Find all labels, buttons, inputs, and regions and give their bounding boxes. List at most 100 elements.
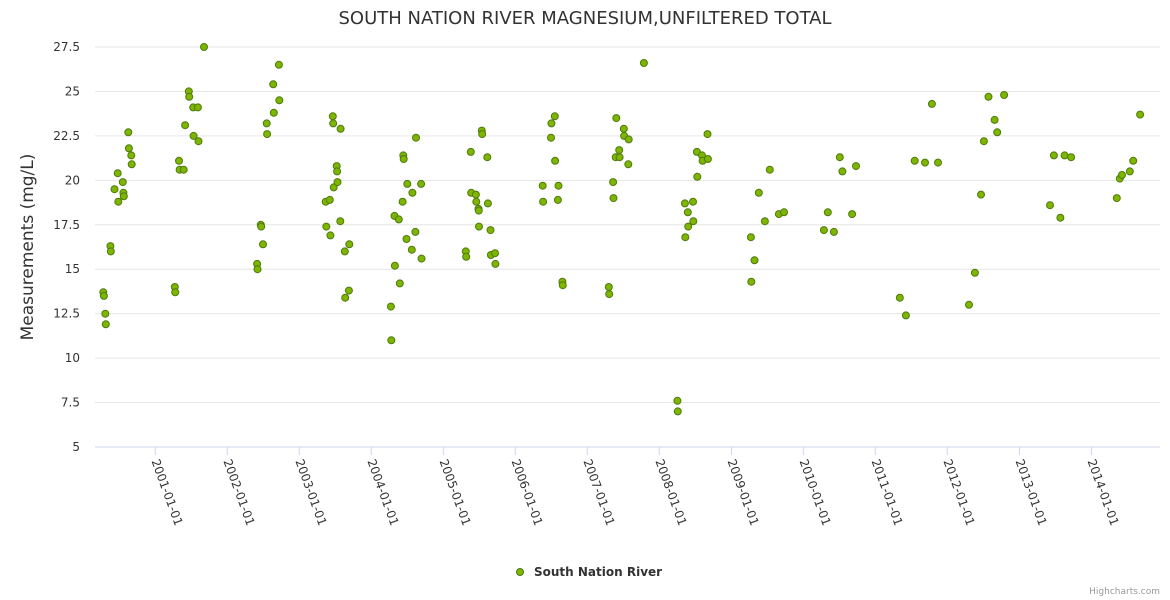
data-point[interactable] xyxy=(402,235,411,243)
data-point[interactable] xyxy=(934,158,942,167)
data-point[interactable] xyxy=(1112,194,1121,203)
data-point[interactable] xyxy=(340,247,349,256)
data-point[interactable] xyxy=(181,121,190,130)
data-point[interactable] xyxy=(106,247,115,256)
data-point[interactable] xyxy=(336,124,345,133)
data-point[interactable] xyxy=(829,227,838,236)
data-point[interactable] xyxy=(118,178,127,187)
data-point[interactable] xyxy=(551,156,560,165)
data-point[interactable] xyxy=(838,167,847,176)
data-point[interactable] xyxy=(387,336,396,345)
data-point[interactable] xyxy=(101,309,110,318)
data-point[interactable] xyxy=(475,222,483,231)
data-point[interactable] xyxy=(823,208,832,217)
data-point[interactable] xyxy=(673,407,682,416)
data-point[interactable] xyxy=(683,208,692,217)
data-point[interactable] xyxy=(483,153,492,162)
data-point[interactable] xyxy=(1067,153,1076,162)
data-point[interactable] xyxy=(1049,151,1058,160)
data-point[interactable] xyxy=(395,279,404,288)
data-point[interactable] xyxy=(1056,213,1065,222)
data-point[interactable] xyxy=(322,222,331,231)
data-point[interactable] xyxy=(328,112,337,121)
data-point[interactable] xyxy=(341,293,350,302)
data-point[interactable] xyxy=(1136,110,1145,119)
data-point[interactable] xyxy=(910,156,919,165)
data-point[interactable] xyxy=(604,283,613,291)
data-point[interactable] xyxy=(612,114,621,123)
data-point[interactable] xyxy=(193,103,202,112)
data-point[interactable] xyxy=(491,259,500,268)
data-point[interactable] xyxy=(550,112,559,121)
data-point[interactable] xyxy=(553,195,562,204)
data-point[interactable] xyxy=(394,215,403,224)
data-point[interactable] xyxy=(746,233,755,242)
legend-label[interactable]: South Nation River xyxy=(534,565,662,579)
data-point[interactable] xyxy=(684,222,693,231)
data-point[interactable] xyxy=(194,137,203,146)
data-point[interactable] xyxy=(329,119,338,128)
data-point[interactable] xyxy=(408,188,417,197)
data-point[interactable] xyxy=(417,254,426,263)
data-point[interactable] xyxy=(185,92,194,101)
data-point[interactable] xyxy=(615,146,624,155)
data-point[interactable] xyxy=(127,151,136,160)
data-point[interactable] xyxy=(412,133,420,142)
data-point[interactable] xyxy=(333,178,342,187)
data-point[interactable] xyxy=(263,130,272,139)
legend-marker[interactable] xyxy=(516,568,524,576)
data-point[interactable] xyxy=(852,162,860,171)
data-point[interactable] xyxy=(119,192,128,201)
data-point[interactable] xyxy=(639,59,648,67)
data-point[interactable] xyxy=(462,252,471,261)
data-point[interactable] xyxy=(491,249,499,258)
data-point[interactable] xyxy=(703,130,712,139)
data-point[interactable] xyxy=(760,217,769,226)
data-point[interactable] xyxy=(1060,151,1069,160)
data-point[interactable] xyxy=(990,115,999,124)
data-point[interactable] xyxy=(259,240,267,249)
data-point[interactable] xyxy=(605,290,614,299)
data-point[interactable] xyxy=(927,99,936,108)
data-point[interactable] xyxy=(689,217,698,226)
data-point[interactable] xyxy=(624,160,633,169)
credits-link[interactable]: Highcharts.com xyxy=(1089,587,1160,597)
data-point[interactable] xyxy=(1125,167,1134,176)
data-point[interactable] xyxy=(1046,201,1054,210)
data-point[interactable] xyxy=(547,119,556,128)
data-point[interactable] xyxy=(269,108,278,117)
data-point[interactable] xyxy=(257,222,266,231)
data-point[interactable] xyxy=(693,172,702,181)
data-point[interactable] xyxy=(835,153,844,162)
data-point[interactable] xyxy=(673,396,682,405)
data-point[interactable] xyxy=(274,60,283,69)
data-point[interactable] xyxy=(326,231,335,240)
data-point[interactable] xyxy=(113,169,122,178)
data-point[interactable] xyxy=(1000,91,1009,99)
data-point[interactable] xyxy=(624,135,633,144)
data-point[interactable] xyxy=(124,144,133,153)
data-point[interactable] xyxy=(538,181,547,190)
data-point[interactable] xyxy=(345,240,354,249)
data-point[interactable] xyxy=(114,197,123,206)
data-point[interactable] xyxy=(703,155,712,163)
data-point[interactable] xyxy=(411,227,420,236)
data-point[interactable] xyxy=(124,128,133,137)
data-point[interactable] xyxy=(478,130,487,139)
data-point[interactable] xyxy=(275,96,284,105)
data-point[interactable] xyxy=(171,288,180,297)
legend-item[interactable]: South Nation River xyxy=(516,565,663,579)
data-point[interactable] xyxy=(474,206,483,215)
data-point[interactable] xyxy=(179,165,188,174)
data-point[interactable] xyxy=(403,179,412,188)
data-point[interactable] xyxy=(780,208,788,217)
data-point[interactable] xyxy=(965,300,973,309)
data-point[interactable] xyxy=(417,179,426,188)
data-point[interactable] xyxy=(984,92,993,101)
data-point[interactable] xyxy=(399,155,408,163)
data-point[interactable] xyxy=(398,197,407,206)
data-point[interactable] xyxy=(689,197,697,206)
data-point[interactable] xyxy=(472,197,481,206)
data-point[interactable] xyxy=(977,190,985,199)
data-point[interactable] xyxy=(547,133,555,142)
